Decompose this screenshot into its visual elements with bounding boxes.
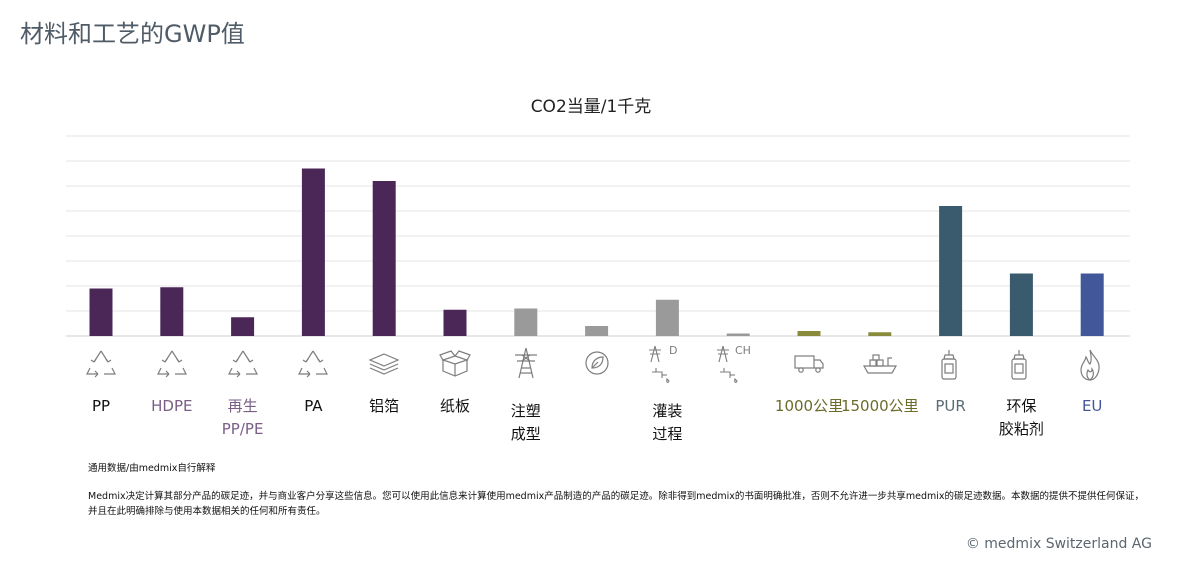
bar <box>1080 273 1104 336</box>
bar <box>939 206 963 336</box>
bar <box>726 333 750 336</box>
tick-label: 铝箔 <box>369 397 400 415</box>
tick-label: PP <box>91 397 111 415</box>
glue-bottle-icon <box>1004 348 1034 386</box>
truck-icon <box>792 348 826 382</box>
bar <box>160 287 184 336</box>
tick-label: PA <box>304 397 323 415</box>
tick-label: HDPE <box>151 397 193 415</box>
source-note: 通用数据/由medmix自行解释 <box>88 463 216 474</box>
copyright: © medmix Switzerland AG <box>965 536 1152 552</box>
tick-label: EU <box>1081 397 1103 415</box>
recycle-icon <box>155 348 189 382</box>
bar <box>89 288 113 336</box>
leaf-icon <box>580 348 614 382</box>
box-icon <box>438 348 472 382</box>
chart-title: CO2当量/1千克 <box>530 97 652 117</box>
tick-label: 1000公里 <box>774 397 844 415</box>
tick-label: 再生 PP/PE <box>221 397 264 439</box>
bar <box>372 181 396 336</box>
bar <box>655 299 679 336</box>
recycle-icon <box>84 348 118 382</box>
tower-tap-d-icon: D <box>647 344 687 392</box>
svg-text:D: D <box>669 344 677 357</box>
bar <box>585 326 609 336</box>
svg-text:CH: CH <box>735 344 751 357</box>
disclaimer: Medmix决定计算其部分产品的碳足迹，并与商业客户分享这些信息。您可以使用此信… <box>88 491 1145 517</box>
tower-tap-ch-icon: CH <box>715 344 761 392</box>
page-title: 材料和工艺的GWP值 <box>20 20 245 48</box>
bar <box>514 308 538 336</box>
recycle-icon <box>226 348 260 382</box>
power-tower-icon <box>509 346 543 384</box>
tick-label: PUR <box>935 397 966 415</box>
bar <box>443 309 467 336</box>
tick-label: 纸板 <box>439 397 470 415</box>
bar <box>797 331 821 336</box>
layers-icon <box>367 348 401 382</box>
bar <box>231 317 255 336</box>
tick-label: 注塑 成型 <box>510 402 541 444</box>
bar <box>301 168 325 336</box>
tick-label: 15000公里 <box>840 397 919 415</box>
glue-bottle-icon <box>934 348 964 386</box>
tick-label: 环保 胶粘剂 <box>998 397 1044 439</box>
bar <box>1009 273 1033 336</box>
bar <box>868 332 892 336</box>
flame-icon <box>1075 348 1105 386</box>
tick-label: 灌装 过程 <box>652 402 683 444</box>
ship-icon <box>861 348 899 382</box>
recycle-icon <box>296 348 330 382</box>
